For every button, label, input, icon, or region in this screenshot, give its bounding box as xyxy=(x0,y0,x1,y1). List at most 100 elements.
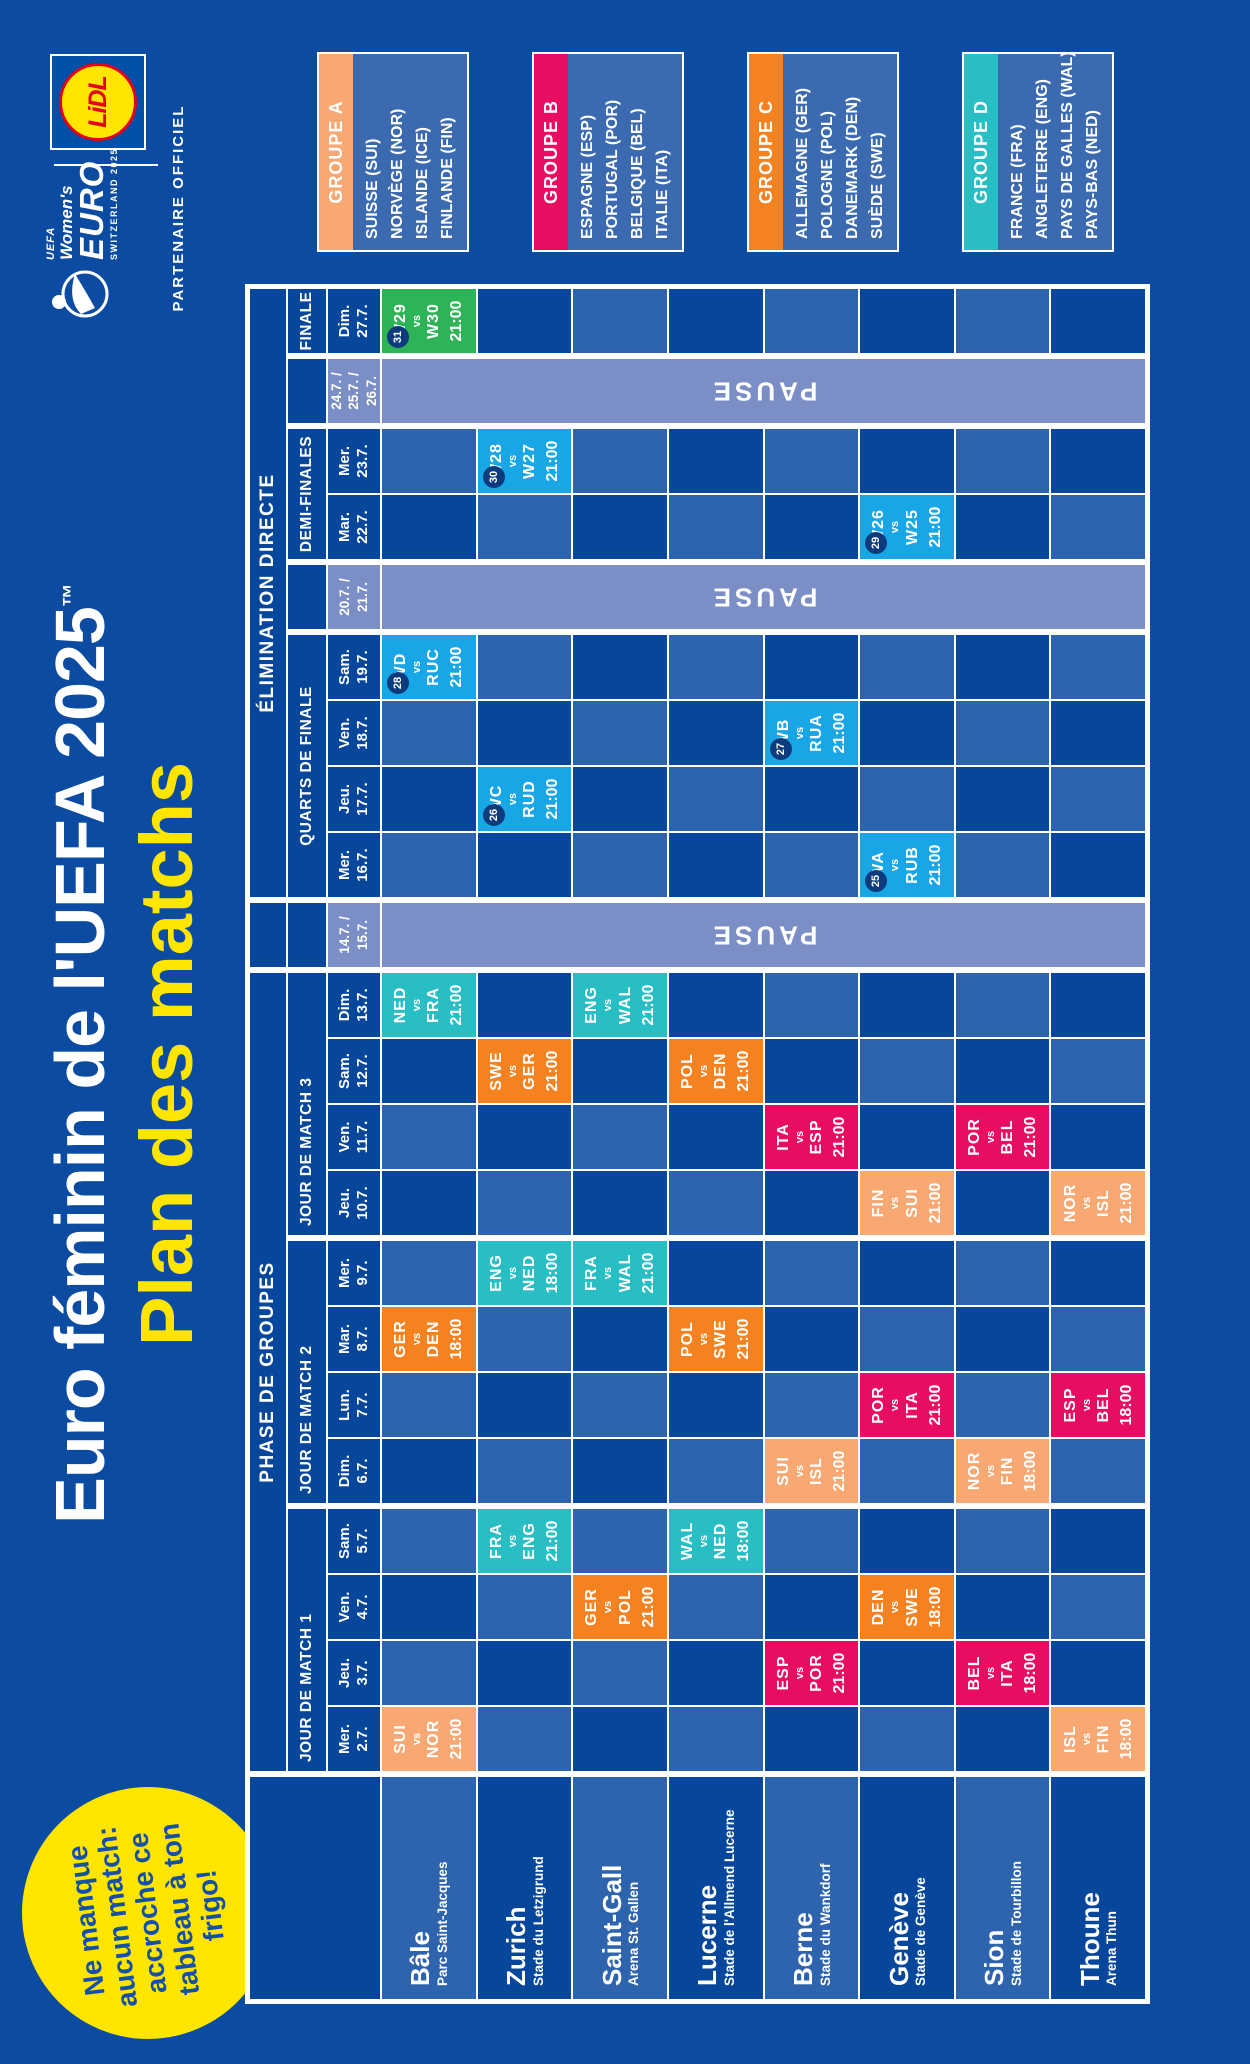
subsection-demi-finales: DEMI-FINALES xyxy=(288,429,326,559)
home-team: DEN xyxy=(870,1588,888,1626)
date-label: 2.7. xyxy=(354,1726,371,1752)
vs-label: vs xyxy=(889,520,902,534)
empty-cell xyxy=(668,1707,763,1771)
group-team-list: ALLEMAGNE (GER) POLOGNE (POL) DANEMARK (DE… xyxy=(783,54,897,250)
vs-label: vs xyxy=(411,660,424,674)
empty-cell xyxy=(573,1707,667,1771)
match-cell-w26-w25: 29 W26 vs W25 21:00 xyxy=(860,495,954,559)
empty-cell xyxy=(1051,767,1145,831)
logo-divider xyxy=(54,164,158,166)
venue-stadium: Stade du Letzigrund xyxy=(530,1856,546,1986)
date-label: 7.7. xyxy=(354,1392,371,1418)
empty-cell xyxy=(1051,701,1145,765)
match-cell-por-bel: POR vs BEL 21:00 xyxy=(955,1105,1050,1169)
empty-cell xyxy=(668,973,763,1037)
empty-cell xyxy=(955,289,1050,353)
venue-cell-lucerne: Lucerne Stade de l'Allmend Lucerne xyxy=(668,1777,763,1999)
kickoff-time: 21:00 xyxy=(544,440,562,482)
vs-label: vs xyxy=(889,1600,902,1614)
group-team: SUISSE (SUI) xyxy=(364,138,381,239)
empty-cell xyxy=(573,289,667,353)
empty-cell xyxy=(1051,1641,1145,1705)
empty-cell xyxy=(1051,1509,1145,1573)
venue-cell-b-le: Bâle Parc Saint-Jacques xyxy=(382,1777,476,1999)
empty-cell xyxy=(1051,833,1145,897)
empty-cell xyxy=(764,1509,859,1573)
match-cell-esp-por: ESP vs POR 21:00 xyxy=(764,1641,859,1705)
pause-date-cell: 20.7. /21.7. xyxy=(328,565,380,629)
home-team: POL xyxy=(679,1321,697,1357)
kickoff-time: 21:00 xyxy=(926,506,944,548)
weekday-label: Mer. xyxy=(336,1258,353,1289)
trademark-symbol: ™ xyxy=(58,584,86,608)
date-label: 10.7. xyxy=(354,1186,371,1220)
home-team: ISL xyxy=(1061,1725,1079,1753)
match-cell-nor-fin: NOR vs FIN 18:00 xyxy=(955,1439,1050,1503)
subsection-jour-de-match-2: JOUR DE MATCH 2 xyxy=(288,1241,326,1503)
empty-cell xyxy=(860,1439,954,1503)
fridge-sticker-text: Ne manque aucun match: accroche ce tableau … xyxy=(59,1813,237,2013)
home-team: POR xyxy=(965,1118,983,1156)
empty-cell xyxy=(955,635,1050,699)
match-cell-ger-pol: GER vs POL 21:00 xyxy=(573,1575,667,1639)
venue-city: Thoune xyxy=(1074,1892,1105,1986)
empty-cell xyxy=(382,833,476,897)
home-team: SWE xyxy=(487,1051,505,1091)
empty-cell xyxy=(860,429,954,493)
uefa-womens-euro-logo: UEFA Women's EURO SWITZERLAND 2025 xyxy=(45,148,119,320)
weekday-label: Mar. xyxy=(336,1324,353,1355)
empty-cell xyxy=(955,1241,1050,1305)
kickoff-time: 21:00 xyxy=(1022,1116,1040,1158)
empty-cell xyxy=(764,1707,859,1771)
weekday-label: Ven. xyxy=(336,1591,353,1623)
empty-cell xyxy=(860,289,954,353)
pause-date-cell: 14.7. /15.7. xyxy=(328,903,380,967)
date-header-12-7-: Sam. 12.7. xyxy=(328,1039,380,1103)
kickoff-time: 21:00 xyxy=(544,1520,562,1562)
pause-date-line: 15.7. xyxy=(355,919,370,951)
away-team: NOR xyxy=(425,1719,443,1759)
date-label: 11.7. xyxy=(354,1120,371,1154)
vs-label: vs xyxy=(984,1464,997,1478)
date-header-2-7-: Mer. 2.7. xyxy=(328,1707,380,1771)
weekday-label: Mar. xyxy=(336,512,353,543)
empty-cell xyxy=(668,429,763,493)
empty-cell xyxy=(477,635,572,699)
vs-label: vs xyxy=(889,1196,902,1210)
pause-date-line: 14.7. / xyxy=(337,916,353,954)
pause-date-cell: 24.7. /25.7. /26.7. xyxy=(328,359,380,423)
away-team: DEN xyxy=(425,1320,443,1358)
away-team: SWE xyxy=(903,1587,921,1627)
date-label: 5.7. xyxy=(354,1528,371,1554)
empty-cell xyxy=(1051,1039,1145,1103)
empty-cell xyxy=(573,1509,667,1573)
pause-band: PAUSE xyxy=(382,359,1145,423)
away-team: ISL xyxy=(1094,1189,1112,1217)
kickoff-time: 21:00 xyxy=(448,300,466,342)
vs-label: vs xyxy=(506,1534,519,1548)
match-number-badge: 27 xyxy=(769,738,792,760)
title-line-2: Plan des matchs xyxy=(125,762,208,1347)
vs-label: vs xyxy=(889,1398,902,1412)
group-team: DANEMARK (DEN) xyxy=(844,96,861,239)
kickoff-time: 21:00 xyxy=(544,1050,562,1092)
vs-label: vs xyxy=(602,1266,615,1280)
venue-city: Berne xyxy=(787,1912,818,1986)
vs-label: vs xyxy=(602,1600,615,1614)
empty-cell xyxy=(860,701,954,765)
vs-label: vs xyxy=(602,998,615,1012)
empty-cell xyxy=(764,1307,859,1371)
group-team-list: ESPAGNE (ESP) PORTUGAL (POR) BELGIQUE (BEL… xyxy=(568,54,682,250)
empty-cell xyxy=(668,833,763,897)
empty-cell xyxy=(382,1641,476,1705)
away-team: RUA xyxy=(807,714,825,752)
empty-cell xyxy=(668,1373,763,1437)
vs-label: vs xyxy=(506,1064,519,1078)
empty-cell xyxy=(668,1439,763,1503)
group-team: FINLANDE (FIN) xyxy=(439,117,456,239)
group-box-a: GROUPE A SUISSE (SUI) NORVÈGE (NOR) ISLANDE… xyxy=(317,52,469,252)
empty-cell xyxy=(668,289,763,353)
kickoff-time: 21:00 xyxy=(926,844,944,886)
kickoff-time: 21:00 xyxy=(448,646,466,688)
